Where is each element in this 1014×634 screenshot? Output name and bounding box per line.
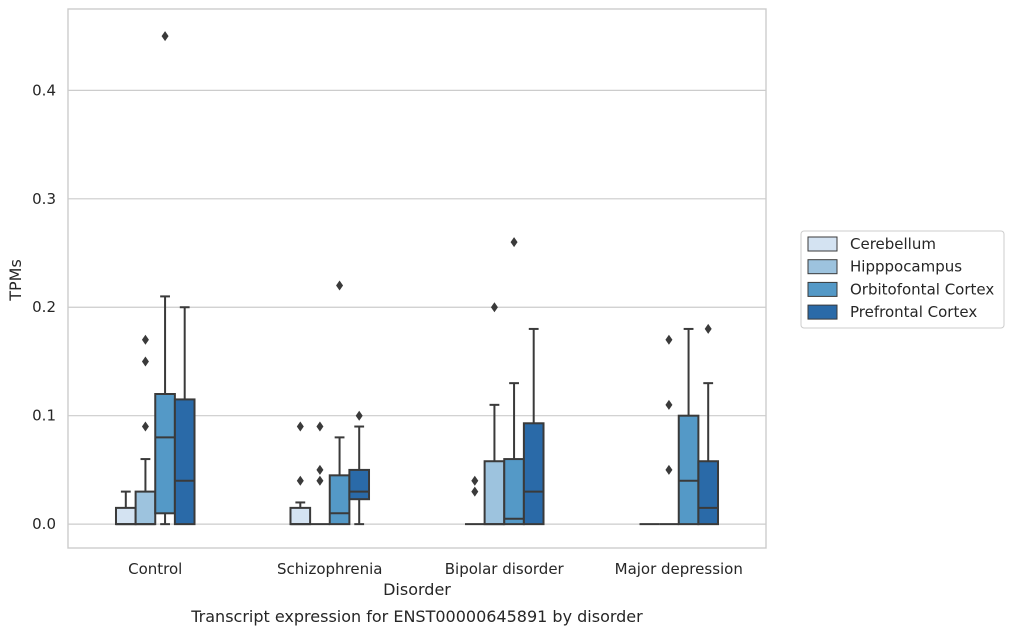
box-rect <box>697 460 720 526</box>
legend-swatch <box>807 236 838 252</box>
y-tick-label: 0.2 <box>32 298 56 316</box>
outlier-point <box>316 464 324 475</box>
x-axis-title: Disorder <box>383 580 451 599</box>
outlier-point <box>141 334 149 345</box>
box-2-3 <box>522 327 545 526</box>
box-0-3 <box>173 306 196 526</box>
legend-swatch <box>807 281 838 297</box>
y-tick-label: 0.0 <box>32 515 56 533</box>
outlier-point <box>296 475 304 486</box>
outlier-point <box>296 421 304 432</box>
box-3-1 <box>659 334 679 526</box>
y-tick-label: 0.4 <box>32 81 56 99</box>
outlier-point <box>316 475 324 486</box>
box-rect <box>348 468 371 501</box>
box-rect <box>503 458 525 526</box>
y-tick-label: 0.1 <box>32 407 56 425</box>
legend-swatch <box>807 304 838 320</box>
box-rect <box>154 393 176 515</box>
box-rect <box>134 490 157 526</box>
outlier-point <box>510 237 518 248</box>
x-tick-label: Bipolar disorder <box>445 560 565 578</box>
legend-label: Cerebellum <box>850 235 936 253</box>
outlier-point <box>665 334 673 345</box>
box-2-1 <box>483 302 506 526</box>
x-axis: Control Schizophrenia Bipolar disorder Majo… <box>128 560 743 578</box>
chart-caption: Transcript expression for ENST0000064589… <box>190 607 643 626</box>
outlier-point <box>355 410 363 421</box>
box-rect <box>522 422 545 526</box>
box-1-1 <box>310 421 330 526</box>
box-rect <box>677 414 700 526</box>
box-plot-area <box>114 31 720 526</box>
box-0-0 <box>114 490 137 526</box>
box-0-2 <box>154 31 176 526</box>
outlier-point <box>665 464 673 475</box>
y-axis-title: TPMs <box>6 259 25 302</box>
outlier-point <box>161 31 169 42</box>
legend-label: Orbitofontal Cortex <box>850 280 994 298</box>
plot-frame <box>67 8 767 549</box>
outlier-point <box>316 421 324 432</box>
box-rect <box>483 460 506 526</box>
outlier-point <box>141 421 149 432</box>
box-3-3 <box>697 323 720 526</box>
box-3-2 <box>677 327 700 526</box>
box-1-3 <box>348 410 371 526</box>
outlier-point <box>490 302 498 313</box>
legend: Cerebellum Hipppocampus Orbitofontal Corte… <box>800 230 1005 329</box>
outlier-point <box>336 280 344 291</box>
legend-label: Prefrontal Cortex <box>850 303 977 321</box>
box-1-2 <box>328 280 351 526</box>
legend-frame <box>800 230 1005 329</box>
y-axis: 0.0 0.1 0.2 0.3 0.4 <box>32 81 56 533</box>
legend-label: Hipppocampus <box>850 258 962 276</box>
box-rect <box>173 398 196 526</box>
x-tick-label: Major depression <box>615 560 743 578</box>
outlier-point <box>471 475 479 486</box>
x-tick-label: Control <box>128 560 182 578</box>
x-tick-label: Schizophrenia <box>277 560 382 578</box>
outlier-point <box>141 356 149 367</box>
box-rect <box>114 506 137 526</box>
box-1-0 <box>289 421 312 526</box>
box-rect <box>289 506 312 526</box>
box-2-0 <box>464 475 485 526</box>
box-rect <box>328 474 351 526</box>
box-0-1 <box>134 334 157 526</box>
legend-swatch <box>807 259 838 275</box>
outlier-point <box>704 323 712 334</box>
outlier-point <box>665 399 673 410</box>
y-tick-label: 0.3 <box>32 190 56 208</box>
box-2-2 <box>503 237 525 526</box>
outlier-point <box>471 486 479 497</box>
